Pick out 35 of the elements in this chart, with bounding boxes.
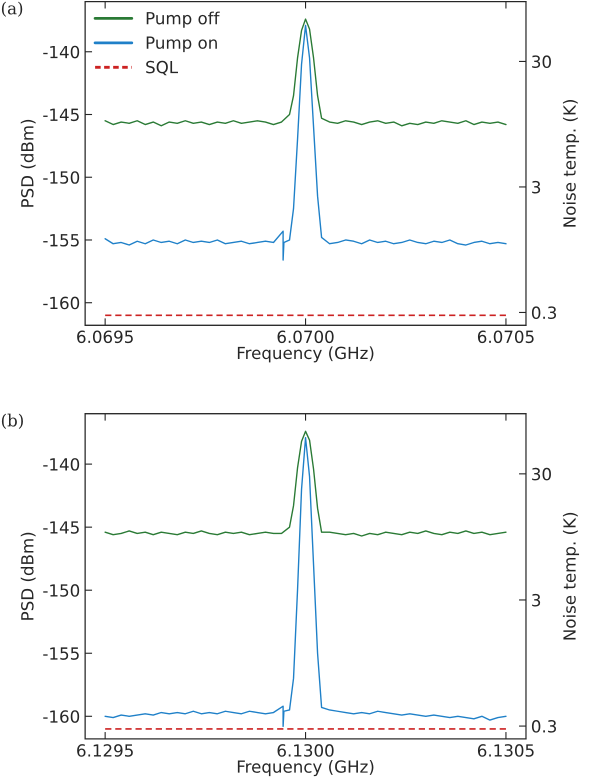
text: (b) (2, 414, 23, 429)
x-tick-label: 6.1295 (77, 744, 133, 757)
y-tick-label: -150 (43, 584, 80, 597)
y2-tick-label: 30 (532, 55, 551, 68)
y-axis-title: PSD (dBm) (20, 532, 36, 620)
y-tick-label: -145 (43, 521, 79, 534)
y2-tick-label: 30 (532, 468, 551, 480)
x-axis-title: Frequency (GHz) (238, 346, 374, 362)
y-tick-label: -140 (43, 46, 80, 58)
y-tick-label: -160 (43, 710, 80, 723)
y-tick-label: -150 (43, 171, 80, 184)
legend-label: Pump off (146, 12, 220, 28)
line-series (104, 430, 507, 537)
legend-label: SQL (146, 60, 178, 76)
x-tick-label: 6.0705 (478, 330, 534, 344)
y-tick-label: -145 (43, 108, 79, 122)
y-tick-label: -160 (43, 296, 80, 310)
y-tick-label: -155 (43, 234, 79, 247)
line-series (104, 436, 507, 728)
x-axis-title: Frequency (GHz) (238, 760, 374, 776)
x-tick-label: 6.0695 (77, 330, 133, 344)
y2-axis-title: Noise temp. (K) (562, 512, 580, 640)
y2-tick-label: 3 (532, 594, 540, 607)
y2-tick-label: 0.3 (532, 720, 556, 733)
y2-tick-label: 0.3 (532, 306, 556, 320)
y2-tick-label: 3 (532, 180, 540, 194)
y-tick-label: -140 (43, 458, 80, 471)
x-tick-label: 6.1305 (478, 744, 534, 757)
text: (a) (2, 2, 22, 17)
y-axis-title: PSD (dBm) (20, 120, 36, 207)
y2-axis-title: Noise temp. (K) (562, 100, 580, 227)
legend-label: Pump on (146, 36, 217, 52)
x-tick-label: 6.0700 (278, 330, 334, 344)
x-tick-label: 6.1300 (278, 744, 334, 757)
y-tick-label: -155 (43, 647, 79, 660)
